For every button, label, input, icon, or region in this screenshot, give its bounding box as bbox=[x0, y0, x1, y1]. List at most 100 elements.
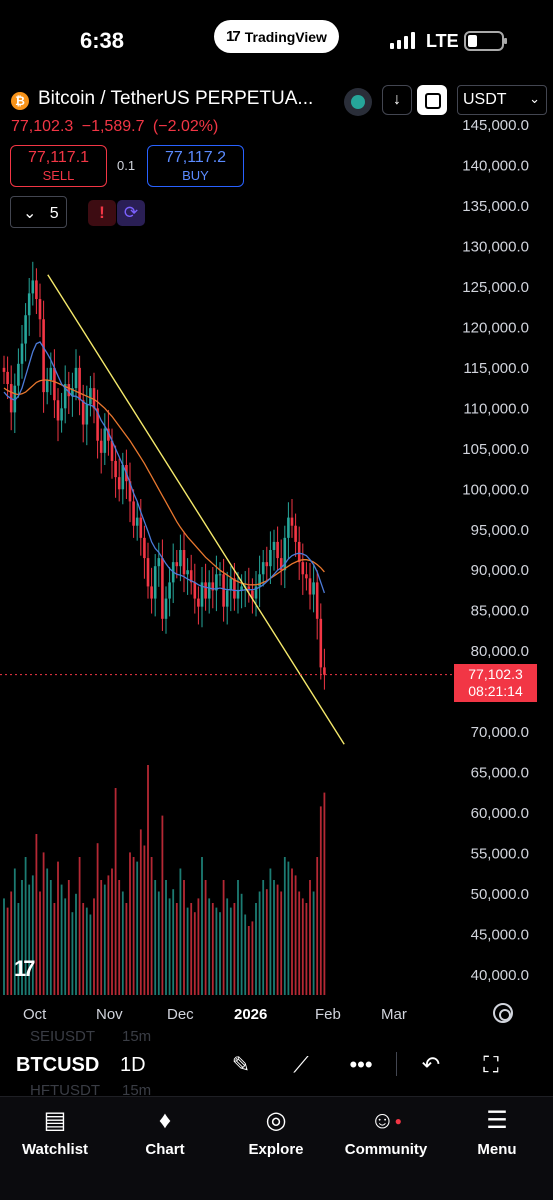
tradingview-watermark-icon: 17 bbox=[14, 956, 35, 981]
volume-bar bbox=[24, 857, 27, 995]
volume-bar bbox=[31, 875, 34, 995]
volume-bar bbox=[136, 861, 139, 995]
y-axis-label: 105,000.0 bbox=[462, 441, 529, 458]
nav-explore[interactable]: ◎ Explore bbox=[226, 1105, 326, 1158]
volume-bar bbox=[78, 857, 81, 995]
chart-settings-icon[interactable] bbox=[493, 1003, 513, 1023]
volume-bar bbox=[103, 884, 106, 995]
candle-body bbox=[297, 541, 301, 563]
more-dots-icon[interactable]: ••• bbox=[349, 1052, 373, 1077]
volume-bar bbox=[93, 898, 95, 995]
volume-bar bbox=[247, 926, 250, 995]
candle-body bbox=[139, 517, 143, 538]
undo-icon[interactable]: ↶ bbox=[421, 1052, 441, 1077]
candle-body bbox=[211, 582, 215, 591]
candle-body bbox=[38, 299, 42, 320]
volume-bar bbox=[150, 857, 153, 995]
volume-bar bbox=[143, 845, 146, 995]
indicators-toggle-button[interactable]: ⌄ 5 bbox=[10, 196, 67, 228]
candle-body bbox=[225, 590, 229, 607]
volume-bar bbox=[215, 907, 218, 995]
download-arrow-button[interactable]: ↓ bbox=[382, 85, 412, 115]
volume-bar bbox=[96, 843, 99, 995]
candle-body bbox=[200, 582, 204, 607]
volume-bar bbox=[114, 788, 117, 995]
candle-body bbox=[67, 384, 71, 397]
candle-body bbox=[89, 388, 92, 405]
time-tick: Dec bbox=[167, 1006, 194, 1023]
sync-chart-button[interactable] bbox=[417, 85, 447, 115]
candle-body bbox=[229, 578, 233, 591]
tradingview-pill-label: TradingView bbox=[244, 28, 327, 45]
sell-button[interactable]: 77,117.1 SELL bbox=[10, 145, 107, 187]
candle-body bbox=[240, 586, 243, 591]
refresh-icon[interactable]: ⟳ bbox=[117, 200, 145, 226]
battery-icon bbox=[464, 31, 507, 51]
volume-bar bbox=[172, 889, 175, 995]
volume-bar bbox=[157, 891, 160, 995]
candle-body bbox=[258, 574, 261, 587]
candle-body bbox=[42, 319, 45, 393]
price-chart[interactable]: 145,000.0 140,000.0 135,000.0 130,000.0 125,… bbox=[0, 110, 553, 1000]
volume-bar bbox=[237, 880, 239, 995]
y-axis-label: 110,000.0 bbox=[463, 400, 529, 417]
volume-bar bbox=[64, 898, 67, 995]
volume-bar bbox=[57, 861, 59, 995]
volume-bar bbox=[49, 880, 52, 995]
candle-body bbox=[189, 570, 193, 583]
nav-chart[interactable]: ♦ Chart bbox=[115, 1105, 215, 1158]
y-axis-label: 135,000.0 bbox=[462, 198, 529, 215]
market-status-icon[interactable] bbox=[344, 88, 372, 116]
candle-body bbox=[96, 408, 99, 441]
toolbar-symbol-button[interactable]: BTCUSD bbox=[16, 1054, 100, 1076]
price-tag-countdown: 08:21:14 bbox=[468, 683, 523, 699]
candle-body bbox=[168, 582, 171, 599]
volume-bar bbox=[118, 880, 121, 995]
toolbar-interval-button[interactable]: 1D bbox=[120, 1054, 146, 1076]
tradingview-pill[interactable]: 17 TradingView bbox=[214, 20, 339, 53]
volume-bar bbox=[258, 891, 261, 995]
volume-bar bbox=[283, 857, 286, 995]
volume-bar bbox=[82, 903, 85, 995]
nav-community[interactable]: ☺● Community bbox=[336, 1105, 436, 1158]
candle-body bbox=[2, 367, 6, 372]
volume-bar bbox=[42, 852, 45, 995]
candle-body bbox=[315, 582, 319, 619]
nav-watchlist[interactable]: ▤ Watchlist bbox=[5, 1105, 105, 1158]
candle-body bbox=[175, 562, 179, 567]
nav-menu[interactable]: ☰ Menu bbox=[447, 1105, 547, 1158]
time-tick: Feb bbox=[315, 1006, 341, 1023]
candle-body bbox=[60, 408, 63, 421]
volume-bar bbox=[298, 891, 301, 995]
nav-label: Menu bbox=[477, 1141, 517, 1158]
drawing-pen-icon[interactable]: ✎ bbox=[231, 1052, 251, 1077]
carrier-label: LTE bbox=[426, 31, 459, 51]
candle-body bbox=[56, 400, 60, 421]
volume-bar bbox=[222, 880, 225, 995]
volume-bar bbox=[165, 880, 167, 995]
currency-select[interactable]: USDT ⌄ bbox=[457, 85, 547, 115]
volume-bar bbox=[291, 868, 293, 995]
trend-tools-icon[interactable]: ⟋ bbox=[293, 1052, 309, 1077]
volume-bar bbox=[269, 868, 272, 995]
y-axis-label: 100,000.0 bbox=[462, 481, 529, 498]
candle-body bbox=[247, 586, 251, 591]
volume-bar bbox=[229, 907, 232, 995]
time-tick: Mar bbox=[381, 1006, 407, 1023]
candle-body bbox=[301, 562, 305, 575]
buy-button[interactable]: 77,117.2 BUY bbox=[147, 145, 244, 187]
volume-bar bbox=[10, 891, 13, 995]
y-axis-label: 85,000.0 bbox=[471, 603, 529, 620]
tradingview-logo-icon: 17 bbox=[226, 28, 241, 45]
candle-body bbox=[128, 481, 132, 502]
candle-body bbox=[99, 440, 103, 453]
fullscreen-icon[interactable]: ⛶ bbox=[483, 1052, 499, 1077]
time-tick: Oct bbox=[23, 1006, 47, 1023]
candle-body bbox=[186, 570, 189, 575]
candle-body bbox=[114, 460, 117, 478]
alert-icon[interactable]: ! bbox=[88, 200, 116, 226]
volume-bar bbox=[13, 868, 16, 995]
symbol-title[interactable]: Bitcoin / TetherUS PERPETUA... bbox=[38, 88, 314, 109]
volume-bar bbox=[280, 891, 283, 995]
y-axis-label: 55,000.0 bbox=[471, 846, 529, 863]
